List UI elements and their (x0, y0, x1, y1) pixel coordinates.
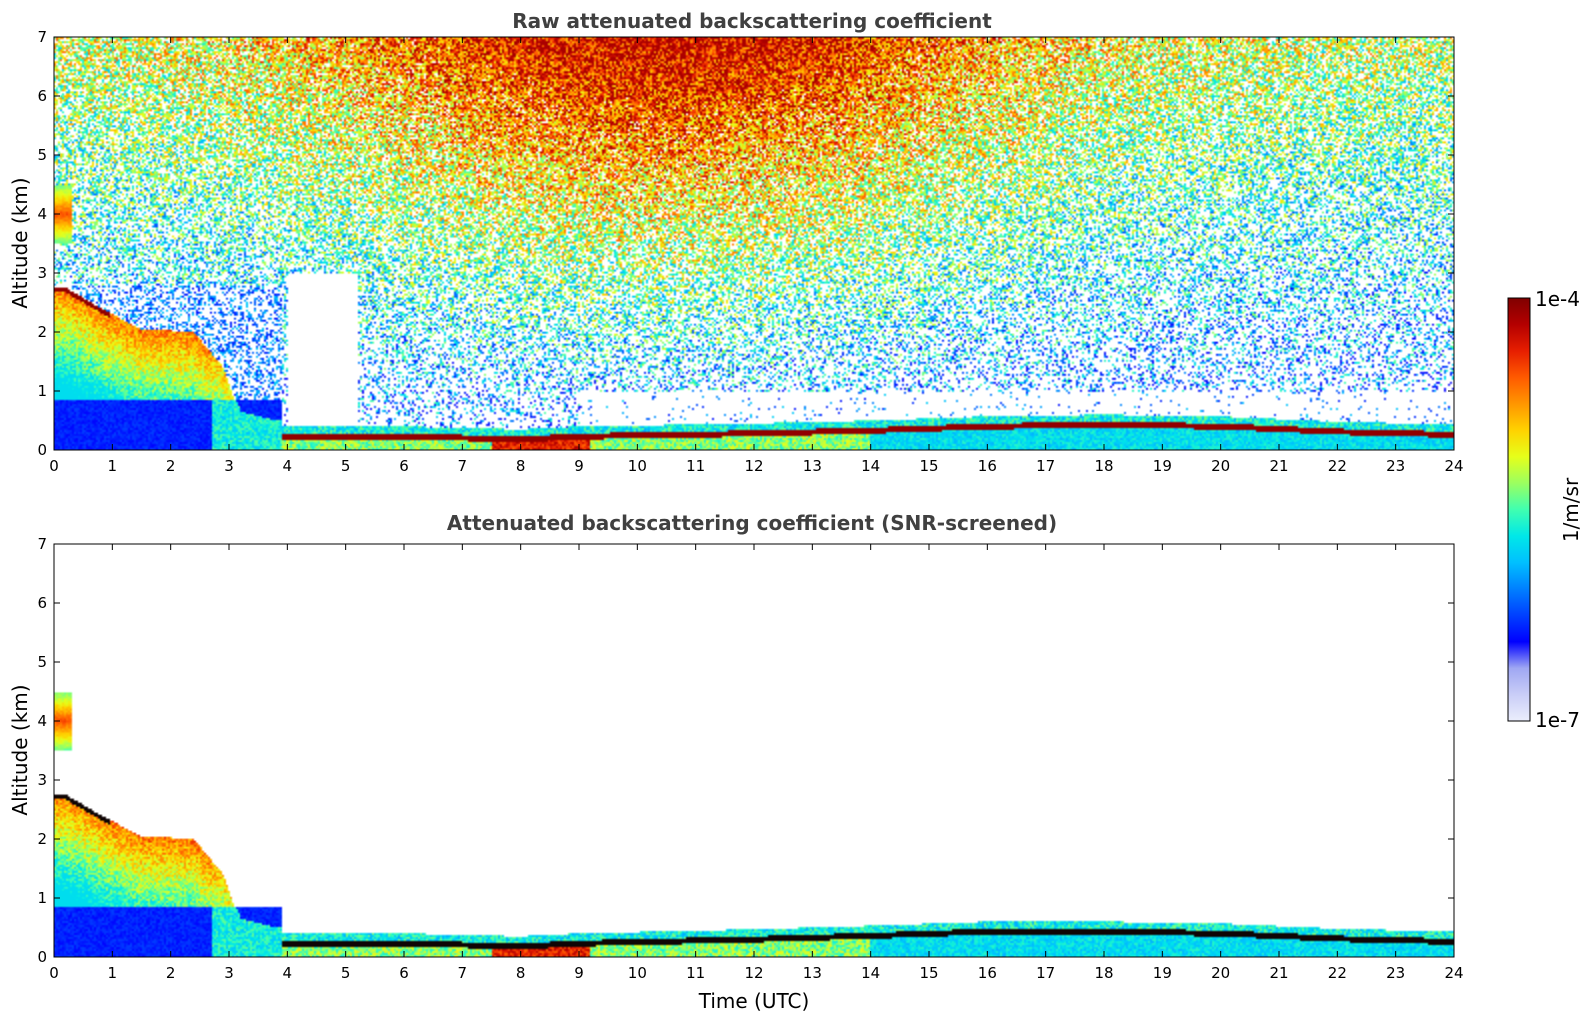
x-tick-label: 0 (49, 964, 59, 982)
y-tick-label: 0 (37, 441, 47, 459)
x-tick-label: 1 (108, 457, 118, 475)
colorbar-unit-label: 1/m/sr (1559, 477, 1583, 542)
y-axis-label: Altitude (km) (8, 684, 32, 815)
y-tick-label: 1 (37, 382, 47, 400)
x-tick-label: 18 (1094, 964, 1113, 982)
x-tick-label: 17 (1036, 964, 1055, 982)
x-tick-label: 23 (1386, 964, 1405, 982)
x-tick-label: 13 (803, 964, 822, 982)
x-tick-label: 18 (1094, 457, 1113, 475)
colorbar-max-label: 1e-4 (1535, 287, 1580, 311)
x-tick-label: 3 (224, 964, 234, 982)
x-tick-label: 17 (1036, 457, 1055, 475)
y-tick-label: 5 (37, 146, 47, 164)
x-tick-label: 2 (166, 457, 176, 475)
x-tick-label: 7 (458, 964, 468, 982)
y-tick-label: 2 (37, 323, 47, 341)
x-tick-label: 21 (1269, 964, 1288, 982)
colorbar-min-label: 1e-7 (1535, 708, 1580, 732)
colorbar: 1e-4 1e-7 1/m/sr (1507, 287, 1583, 732)
y-tick-label: 6 (37, 87, 47, 105)
x-tick-label: 3 (224, 457, 234, 475)
x-tick-label: 20 (1211, 964, 1230, 982)
x-tick-label: 9 (574, 964, 584, 982)
colorbar-frame (1507, 297, 1531, 722)
y-tick-label: 4 (37, 205, 47, 223)
x-tick-label: 8 (516, 457, 526, 475)
y-tick-label: 5 (37, 653, 47, 671)
y-tick-label: 7 (37, 28, 47, 46)
x-tick-label: 13 (803, 457, 822, 475)
x-tick-label: 16 (978, 457, 997, 475)
x-tick-label: 14 (861, 964, 880, 982)
x-tick-label: 10 (628, 964, 647, 982)
x-tick-label: 5 (341, 457, 351, 475)
x-tick-label: 22 (1328, 457, 1347, 475)
x-tick-label: 11 (686, 964, 705, 982)
colorbar-fill (1508, 298, 1530, 721)
x-tick-label: 6 (399, 457, 409, 475)
x-tick-label: 10 (628, 457, 647, 475)
panel-snr: Attenuated backscattering coefficient (S… (8, 511, 1464, 1013)
x-tick-label: 8 (516, 964, 526, 982)
y-tick-label: 1 (37, 889, 47, 907)
x-tick-label: 20 (1211, 457, 1230, 475)
panel-raw: Raw attenuated backscattering coefficien… (8, 9, 1464, 475)
y-tick-label: 7 (37, 535, 47, 553)
x-tick-label: 14 (861, 457, 880, 475)
y-axis-label: Altitude (km) (8, 177, 32, 308)
x-tick-label: 0 (49, 457, 59, 475)
axis-ticks: 0 1 2 3 4 5 6 7 8 9 10 11 12 13 14 15 16 17 18 19 20 21 22 23 24… (37, 535, 1463, 982)
y-tick-label: 3 (37, 264, 47, 282)
x-tick-label: 23 (1386, 457, 1405, 475)
x-tick-label: 21 (1269, 457, 1288, 475)
x-tick-label: 22 (1328, 964, 1347, 982)
x-tick-label: 4 (283, 964, 293, 982)
x-tick-label: 15 (919, 964, 938, 982)
axis-ticks: 0 1 2 3 4 5 6 7 8 9 10 11 12 13 14 15 16 17 18 19 20 21 22 23 24… (37, 28, 1463, 475)
heatmap-image (54, 37, 1454, 450)
x-tick-label: 19 (1153, 457, 1172, 475)
x-tick-label: 16 (978, 964, 997, 982)
heatmap-image (54, 544, 1454, 957)
x-tick-label: 6 (399, 964, 409, 982)
x-tick-label: 12 (744, 457, 763, 475)
x-tick-label: 2 (166, 964, 176, 982)
x-tick-label: 4 (283, 457, 293, 475)
x-tick-label: 24 (1444, 964, 1463, 982)
x-tick-label: 19 (1153, 964, 1172, 982)
y-tick-label: 3 (37, 771, 47, 789)
y-tick-label: 6 (37, 594, 47, 612)
x-tick-label: 11 (686, 457, 705, 475)
x-tick-label: 9 (574, 457, 584, 475)
x-tick-label: 1 (108, 964, 118, 982)
y-tick-label: 0 (37, 948, 47, 966)
chart-title: Attenuated backscattering coefficient (S… (447, 511, 1057, 535)
x-tick-label: 12 (744, 964, 763, 982)
y-tick-label: 4 (37, 712, 47, 730)
x-tick-label: 15 (919, 457, 938, 475)
x-tick-label: 5 (341, 964, 351, 982)
x-tick-label: 24 (1444, 457, 1463, 475)
x-tick-label: 7 (458, 457, 468, 475)
y-tick-label: 2 (37, 830, 47, 848)
x-axis-label: Time (UTC) (698, 989, 810, 1013)
chart-title: Raw attenuated backscattering coefficien… (512, 9, 992, 33)
